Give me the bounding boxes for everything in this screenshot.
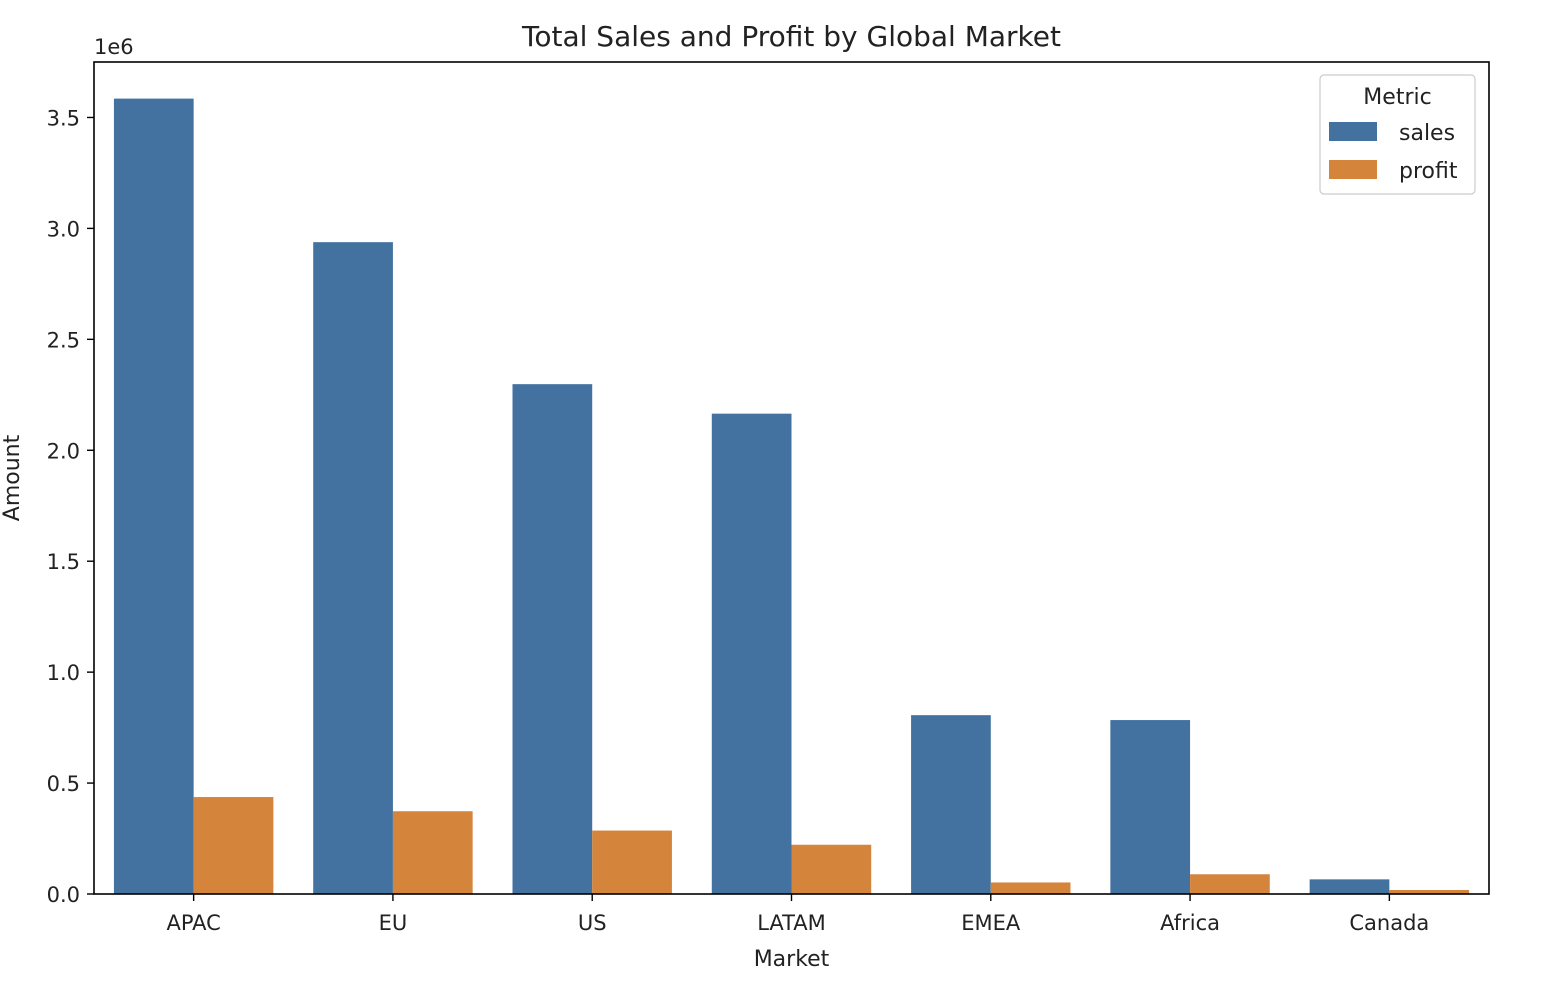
legend-swatch-profit xyxy=(1329,160,1377,179)
x-tick-label: US xyxy=(578,911,607,935)
x-tick-label: EMEA xyxy=(961,911,1021,935)
legend-label-profit: profit xyxy=(1399,159,1458,184)
bar-profit-apac xyxy=(193,797,274,894)
x-axis-label: Market xyxy=(754,947,830,972)
legend-swatch-sales xyxy=(1329,122,1377,141)
chart-title: Total Sales and Profit by Global Market xyxy=(521,20,1061,53)
bar-sales-emea xyxy=(911,715,991,894)
bar-sales-latam xyxy=(711,413,792,894)
y-axis-label: Amount xyxy=(0,434,25,521)
bar-profit-africa xyxy=(1190,874,1270,894)
y-tick-label: 0.0 xyxy=(47,883,80,907)
y-tick-label: 3.0 xyxy=(47,217,80,241)
y-tick-label: 1.0 xyxy=(47,661,80,685)
y-tick-label: 3.5 xyxy=(47,106,80,130)
x-tick-label: Africa xyxy=(1160,911,1220,935)
x-tick-label: Canada xyxy=(1349,911,1429,935)
bar-profit-eu xyxy=(392,811,473,894)
legend: Metric sales profit xyxy=(1319,74,1476,195)
bars xyxy=(113,98,1470,894)
bar-profit-emea xyxy=(990,882,1071,894)
x-tick-label: APAC xyxy=(166,911,220,935)
bar-sales-apac xyxy=(113,98,194,894)
x-tick-label: EU xyxy=(379,911,408,935)
x-tick-label: LATAM xyxy=(757,911,826,935)
bar-sales-canada xyxy=(1309,879,1390,894)
bar-profit-canada xyxy=(1389,890,1470,894)
y-tick-label: 2.0 xyxy=(47,439,80,463)
bar-sales-eu xyxy=(313,242,393,894)
bar-profit-us xyxy=(592,830,672,894)
bar-sales-africa xyxy=(1110,720,1191,894)
bar-profit-latam xyxy=(791,844,872,894)
y-tick-label: 0.5 xyxy=(47,772,80,796)
y-tick-label: 2.5 xyxy=(47,328,80,352)
x-axis-ticks: APAC EU US LATAM EMEA Africa Canada xyxy=(166,894,1429,935)
y-axis-ticks: 0.0 0.5 1.0 1.5 2.0 2.5 3.0 3.5 xyxy=(47,106,94,907)
legend-label-sales: sales xyxy=(1399,121,1455,146)
y-axis-offset-label: 1e6 xyxy=(94,35,134,59)
bar-sales-us xyxy=(512,384,593,894)
y-tick-label: 1.5 xyxy=(47,550,80,574)
legend-title: Metric xyxy=(1363,85,1431,110)
